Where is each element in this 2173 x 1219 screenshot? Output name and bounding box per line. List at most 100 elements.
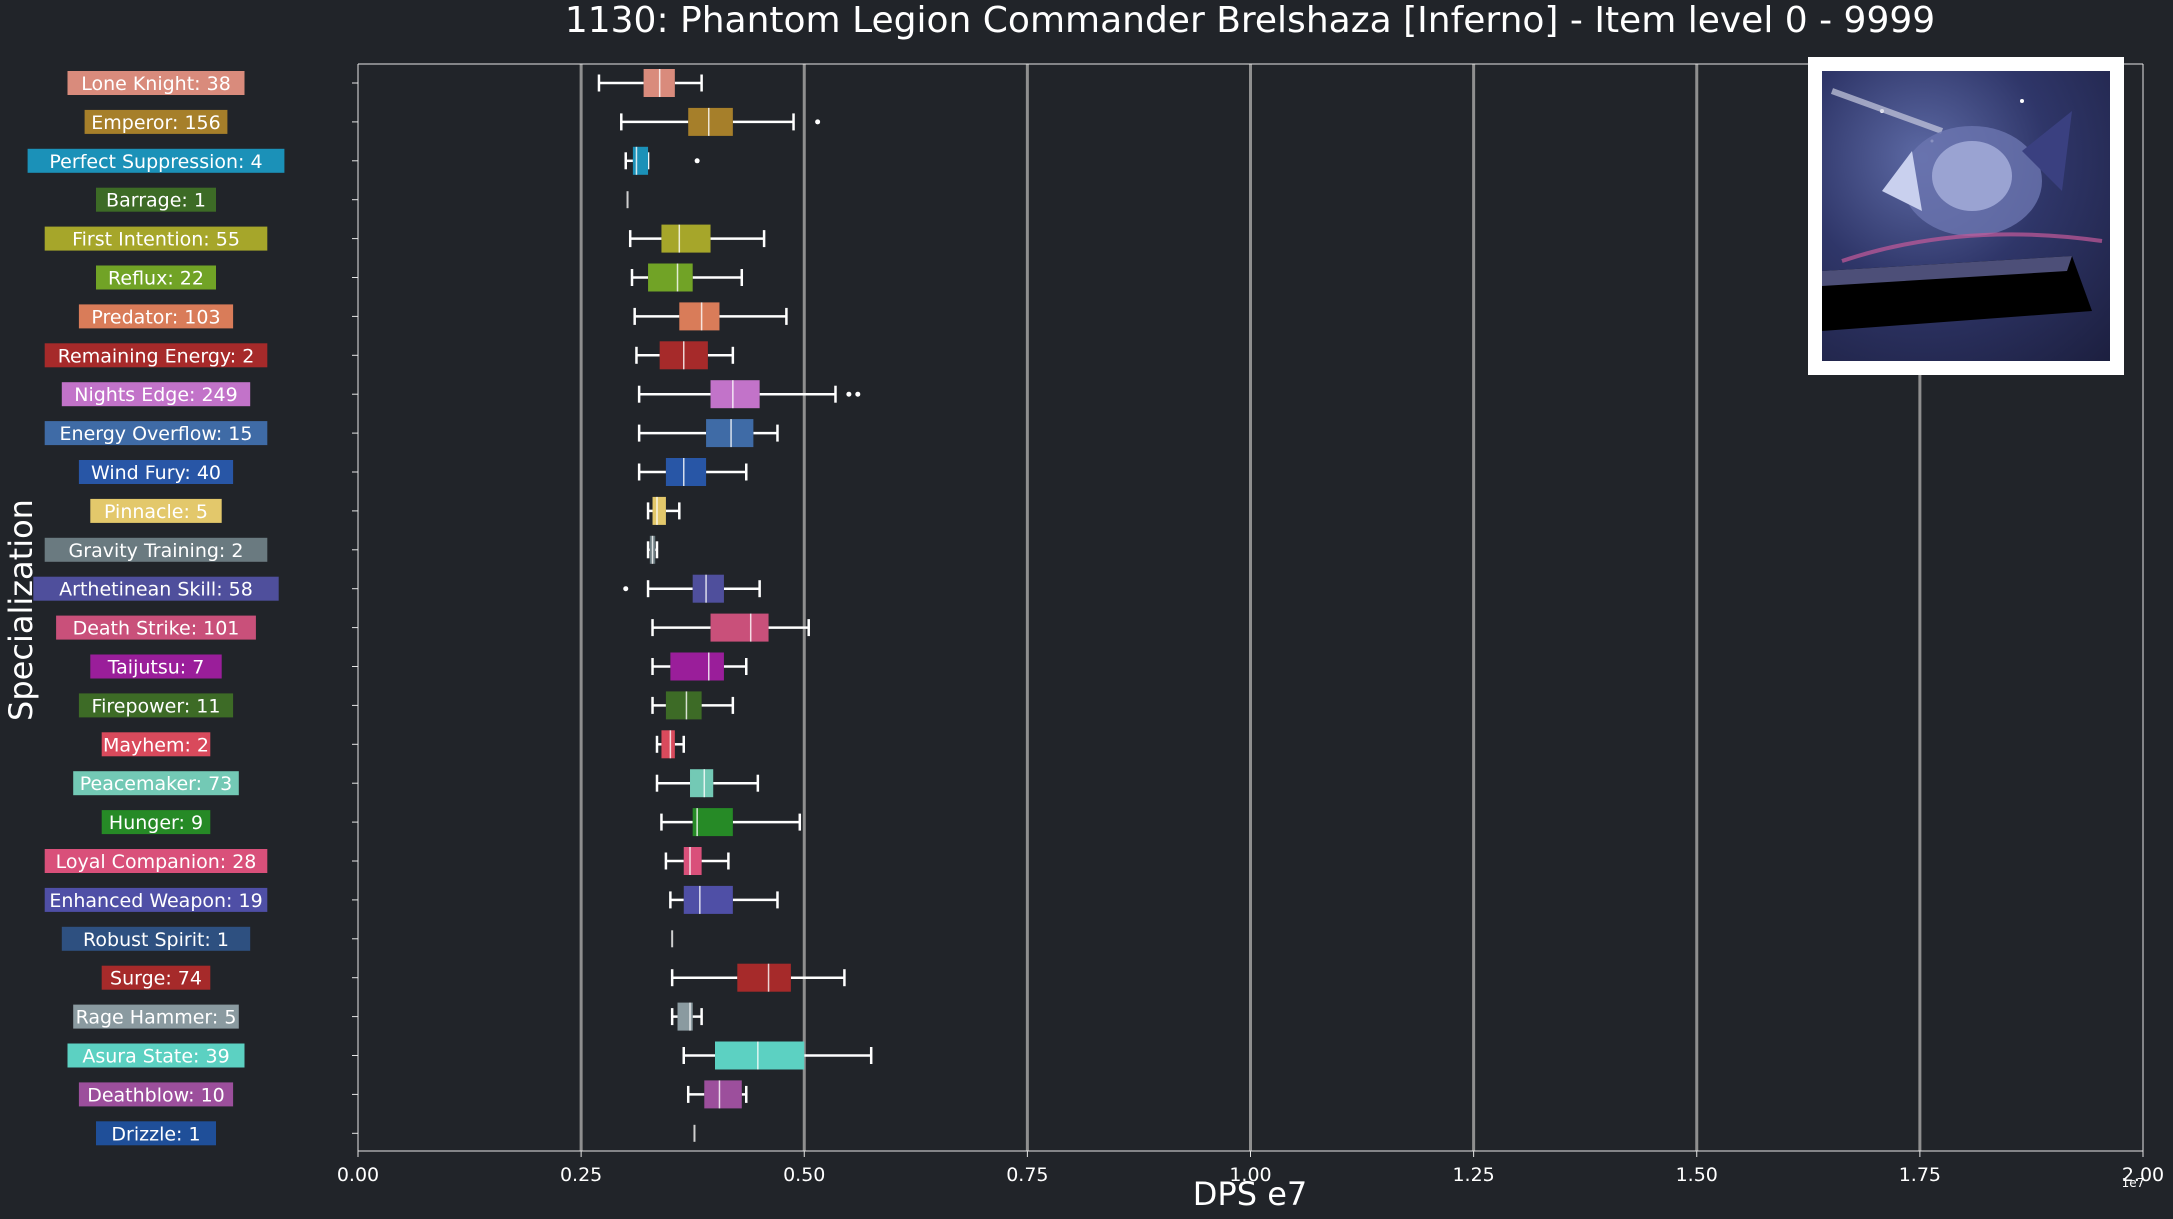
category-label-text: Drizzle: 1 [111,1123,200,1145]
boss-portrait-image [1808,57,2124,375]
box-iqr [648,263,693,292]
category-label: Predator: 103 [78,304,234,329]
category-label-text: Taijutsu: 7 [107,657,205,679]
category-label-text: Asura State: 39 [82,1046,229,1068]
category-label-text: Death Strike: 101 [73,618,240,640]
box-plot [637,380,861,409]
x-axis: 0.00 0.25 0.50 0.75 1.00 1.25 1.50 1.75 2.00 [337,63,2164,1186]
box-plot [633,302,788,331]
category-label-background [84,109,228,134]
category-label-text: Perfect Suppression: 4 [49,151,262,173]
box-plot [628,224,766,253]
category-label: Barrage: 1 [96,187,216,212]
category-label-text: Hunger: 9 [109,812,203,834]
box-iqr [683,847,702,875]
category-label-background [27,148,285,173]
box-iqr [710,613,769,642]
category-label: Mayhem: 2 [101,732,211,757]
category-labels: Lone Knight: 38 Emperor: 156 Perfect Suppr… [27,71,285,1146]
box-iqr [665,458,707,486]
category-label-background [44,537,268,562]
category-label-background [67,1043,245,1068]
category-label-background [61,926,251,951]
box-plot [660,808,802,837]
grid-lines [579,64,1922,1151]
category-label: Robust Spirit: 1 [61,926,251,951]
category-label: Emperor: 156 [84,109,228,134]
category-label-text: Wind Fury: 40 [91,462,221,484]
box-iqr [679,302,720,331]
category-label-text: Energy Overflow: 15 [60,423,253,445]
outlier-point [846,391,852,397]
box-iqr [677,1002,693,1031]
category-label: Loyal Companion: 28 [44,849,268,873]
box-plot [646,535,659,564]
category-label-text: Reflux: 22 [108,268,204,290]
box-iqr [688,107,733,136]
box-iqr [652,496,666,525]
x-tick-label: 1.00 [1229,1164,1271,1186]
box-iqr [692,574,724,603]
raid-boss-portrait-icon [1822,71,2110,361]
box-plot [635,341,735,370]
box-iqr [692,808,733,837]
category-label-background [44,343,268,368]
category-label: Enhanced Weapon: 19 [44,887,268,912]
category-label-background [96,187,216,212]
category-label-text: Peacemaker: 73 [80,773,233,795]
category-label-text: Arthetinean Skill: 58 [59,579,253,601]
x-tick-label: 0.25 [560,1164,602,1186]
box-plot [637,419,779,448]
box-iqr [665,691,702,720]
category-label: Gravity Training: 2 [44,537,268,562]
category-label-background [56,615,256,640]
x-tick-label: 0.75 [1006,1164,1048,1186]
category-label-background [96,265,216,290]
category-label: Surge: 74 [101,965,211,990]
category-label-text: Enhanced Weapon: 19 [49,890,262,912]
box-plot [623,574,761,603]
category-label-text: Deathblow: 10 [87,1084,225,1106]
outlier-point [694,158,700,164]
x-tick-label: 1.75 [1899,1164,1941,1186]
category-label: Arthetinean Skill: 58 [33,576,279,601]
box-plot [655,730,686,759]
category-label: Energy Overflow: 15 [44,421,268,446]
box-plot [682,1041,873,1070]
category-label-background [44,421,268,446]
category-label-text: Loyal Companion: 28 [56,851,257,873]
y-axis-label: Specialization [2,499,40,721]
category-label-background [78,460,234,484]
category-label-text: Lone Knight: 38 [81,73,231,95]
category-label: Pinnacle: 5 [90,498,222,523]
box-plots [597,69,873,1142]
box-iqr [706,419,754,448]
box-plot [630,263,744,292]
outlier-point [623,586,629,592]
box-plot [651,613,810,642]
box-iqr [704,1080,742,1109]
category-label-text: Barrage: 1 [106,190,206,212]
portrait-illustration [1822,88,2103,331]
x-tick-label: 0.00 [337,1164,379,1186]
box-plot [669,885,779,914]
x-tick-label: 1.50 [1676,1164,1718,1186]
category-label-background [96,1121,216,1146]
category-label-background [44,887,268,912]
box-plot [646,496,681,525]
box-plot [620,107,821,136]
box-plot [670,1002,703,1031]
category-label-text: Emperor: 156 [91,112,220,134]
x-tick-label: 1.25 [1452,1164,1494,1186]
category-label: Nights Edge: 249 [61,382,251,407]
x-tick-label: 0.50 [783,1164,825,1186]
category-label: Reflux: 22 [96,265,216,290]
category-label: Perfect Suppression: 4 [27,148,285,173]
box-iqr [661,224,711,253]
category-label-text: First Intention: 55 [72,229,240,251]
outlier-point [855,391,861,397]
category-label: Taijutsu: 7 [90,654,222,679]
box-plot [686,1080,748,1109]
category-label-background [78,304,234,329]
